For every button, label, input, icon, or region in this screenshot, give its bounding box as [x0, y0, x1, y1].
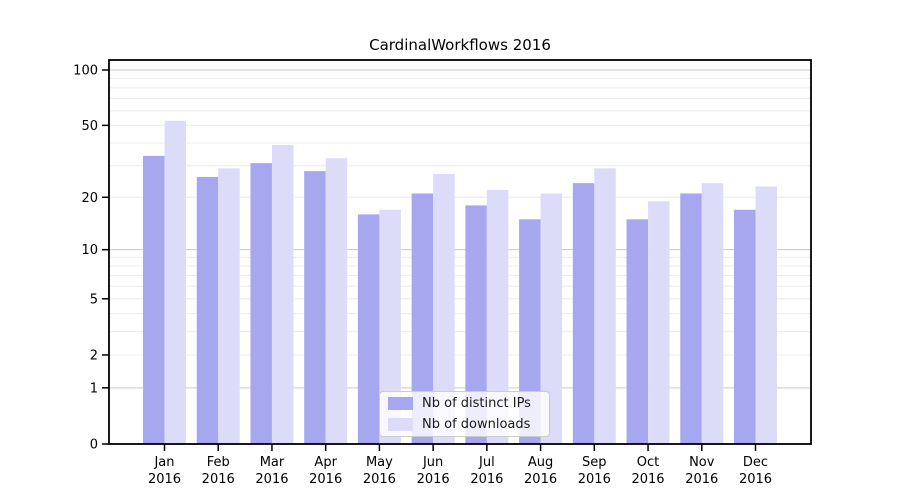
bar-distinct-ips-Feb	[196, 176, 219, 444]
legend-label-downloads: Nb of downloads	[422, 417, 531, 432]
x-tick-label: Sep 2016	[578, 455, 611, 487]
legend: Nb of distinct IPs Nb of downloads	[379, 391, 550, 437]
bar-distinct-ips-Oct	[626, 219, 649, 444]
legend-swatch-downloads	[388, 418, 413, 431]
bar-distinct-ips-Jul	[465, 205, 487, 444]
bar-distinct-ips-Apr	[304, 171, 326, 445]
x-tick-label: Mar 2016	[255, 455, 288, 487]
chart-title: CardinalWorkflows 2016	[369, 36, 551, 54]
y-tick-label: 10	[81, 243, 98, 258]
x-tick-label: Aug 2016	[524, 455, 557, 487]
y-tick-label: 50	[81, 119, 98, 134]
bar-downloads-Jun	[433, 173, 455, 444]
bar-downloads-Jan	[164, 120, 186, 444]
bar-downloads-Sep	[594, 168, 616, 444]
bar-distinct-ips-Mar	[250, 163, 272, 444]
y-tick-label: 0	[90, 438, 98, 453]
bar-downloads-May	[379, 209, 401, 444]
x-tick-label: Nov 2016	[685, 455, 718, 487]
x-tick-label: Jul 2016	[470, 455, 503, 487]
bar-distinct-ips-Dec	[734, 209, 756, 444]
bar-distinct-ips-Jan	[143, 155, 165, 445]
y-tick-label: 1	[90, 381, 98, 396]
bar-downloads-Feb	[218, 168, 240, 444]
x-tick-label: Oct 2016	[631, 455, 664, 487]
x-tick-label: May 2016	[363, 455, 396, 487]
legend-entry-downloads: Nb of downloads	[388, 416, 541, 433]
bar-distinct-ips-Sep	[572, 183, 595, 444]
bar-distinct-ips-Aug	[519, 219, 541, 444]
x-tick-label: Dec 2016	[739, 455, 772, 487]
x-tick-label: Apr 2016	[309, 455, 342, 487]
legend-entry-distinct-ips: Nb of distinct IPs	[388, 395, 541, 412]
bar-downloads-Mar	[271, 145, 294, 444]
bar-downloads-Nov	[701, 183, 724, 444]
bar-downloads-Oct	[648, 201, 670, 444]
legend-swatch-distinct-ips	[388, 397, 413, 410]
y-tick-label: 5	[90, 292, 98, 307]
bar-distinct-ips-Jun	[411, 193, 434, 444]
bar-downloads-Apr	[325, 158, 348, 445]
y-tick-label: 100	[73, 63, 98, 78]
bar-downloads-Aug	[540, 193, 563, 444]
plot-border	[108, 59, 812, 445]
x-tick-label: Jan 2016	[148, 455, 181, 487]
y-tick-label: 20	[81, 191, 98, 206]
bar-distinct-ips-Nov	[680, 193, 702, 444]
bar-downloads-Jul	[486, 189, 509, 444]
x-tick-label: Jun 2016	[417, 455, 450, 487]
bar-downloads-Dec	[755, 186, 777, 444]
y-tick-label: 2	[90, 348, 98, 363]
bar-distinct-ips-May	[357, 214, 380, 444]
x-tick-label: Feb 2016	[202, 455, 235, 487]
legend-label-distinct-ips: Nb of distinct IPs	[422, 396, 531, 411]
